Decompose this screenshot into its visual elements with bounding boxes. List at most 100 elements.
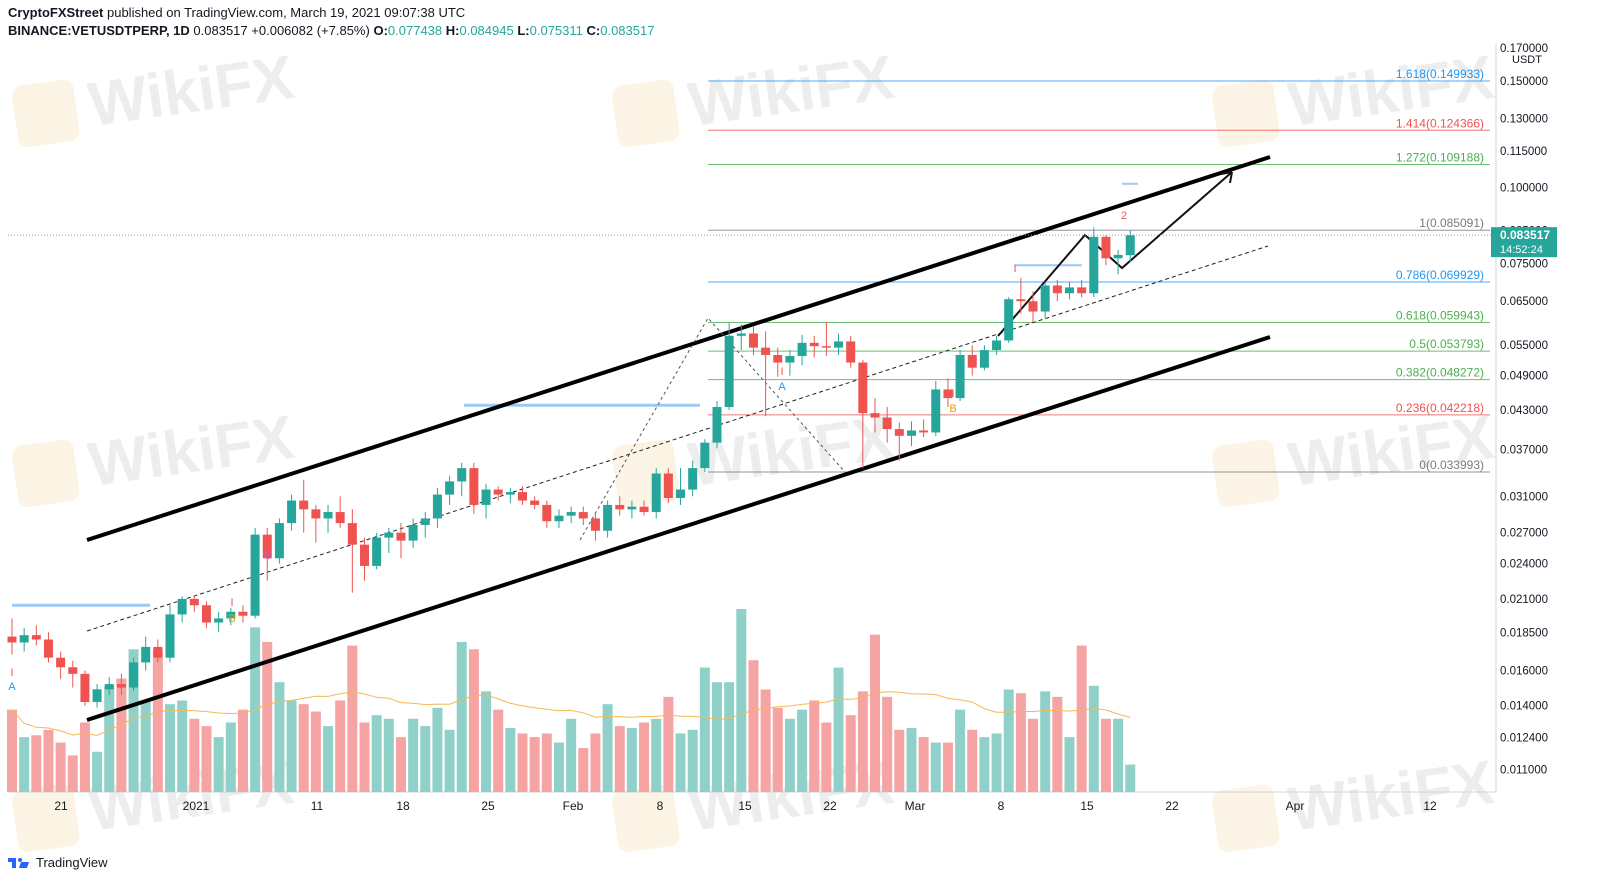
- y-tick-label: 0.043000: [1500, 405, 1548, 417]
- candle: [821, 322, 831, 356]
- y-tick-label: 0.021000: [1500, 594, 1548, 606]
- x-tick-label: 11: [311, 799, 324, 813]
- candle-body: [493, 489, 503, 495]
- candle-body: [955, 354, 965, 399]
- volume-bar: [177, 700, 188, 792]
- candle: [724, 322, 734, 411]
- candle-body: [797, 342, 807, 356]
- candle: [1101, 235, 1111, 266]
- candle-body: [43, 639, 53, 658]
- candle-body: [943, 389, 953, 399]
- candle-body: [505, 492, 515, 495]
- candle: [201, 601, 211, 629]
- candle-body: [1040, 285, 1050, 312]
- volume-bar: [651, 718, 662, 792]
- volume-bar: [833, 667, 844, 792]
- wikifx-watermark: WikiFX: [12, 43, 298, 148]
- fib-level-label: 0(0.033993): [1419, 458, 1484, 472]
- candle-body: [262, 534, 272, 559]
- candle: [445, 475, 455, 505]
- volume-bar: [128, 649, 139, 792]
- fib-level-label: 0.5(0.053793): [1409, 337, 1484, 351]
- watermark-text: WikiFX: [1284, 403, 1498, 500]
- volume-bar: [1064, 737, 1075, 792]
- wikifx-watermark: WikiFX: [12, 403, 298, 508]
- volume-bar: [79, 722, 90, 792]
- x-tick-label: 12: [1423, 799, 1437, 813]
- candle: [262, 527, 272, 581]
- volume-bar: [335, 700, 346, 792]
- volume-bar: [675, 733, 686, 792]
- candle: [943, 378, 953, 408]
- volume-bar: [298, 704, 309, 792]
- high-label: H:: [445, 23, 460, 38]
- volume-bar: [395, 737, 406, 792]
- volume-bar: [821, 722, 832, 792]
- x-tick-label: 15: [1080, 799, 1094, 813]
- candle: [129, 657, 139, 692]
- volume-bar: [116, 678, 127, 792]
- candle-body: [834, 341, 844, 348]
- candle-body: [250, 534, 260, 616]
- candle: [748, 326, 758, 355]
- tradingview-footer[interactable]: TradingView: [8, 855, 108, 870]
- wave-annotation: B: [228, 613, 235, 625]
- candle: [31, 625, 41, 646]
- wave-annotation: I: [230, 597, 233, 609]
- volume-bar: [541, 733, 552, 792]
- candle: [736, 324, 746, 351]
- volume-bar: [578, 748, 589, 792]
- volume-bar: [553, 742, 564, 792]
- arrowhead-icon: [1220, 171, 1233, 184]
- candle-body: [7, 636, 17, 643]
- volume-bar: [760, 689, 771, 792]
- fib-level-label: 1.618(0.149933): [1396, 67, 1484, 81]
- candle: [323, 504, 333, 533]
- watermark-text: WikiFX: [84, 403, 298, 500]
- volume-bar: [371, 715, 382, 792]
- candle-body: [724, 335, 734, 408]
- wikifx-watermark: WikiFX: [612, 43, 898, 148]
- candle-body: [530, 500, 540, 505]
- candle: [457, 462, 467, 497]
- candle: [299, 479, 309, 533]
- volume-bar: [967, 729, 978, 792]
- publisher-name[interactable]: CryptoFXStreet: [8, 5, 104, 20]
- volume-bar: [784, 718, 795, 792]
- candle: [432, 487, 442, 528]
- volume-bar: [626, 727, 637, 792]
- candle: [700, 439, 710, 472]
- open-label: O:: [373, 23, 388, 38]
- watermark-badge-icon: [1212, 79, 1280, 148]
- symbol-label[interactable]: BINANCE:VETUSDTPERP, 1D: [8, 23, 190, 38]
- candle-body: [238, 611, 248, 616]
- y-tick-label: 0.018500: [1500, 627, 1548, 639]
- candle: [518, 486, 528, 505]
- wave-annotation: C: [264, 550, 272, 562]
- fib-level-label: 1(0.085091): [1419, 216, 1484, 230]
- volume-bar: [383, 718, 394, 792]
- x-tick-label: 8: [998, 799, 1005, 813]
- candle-body: [967, 354, 977, 368]
- candle-body: [420, 518, 430, 525]
- x-tick-label: 25: [481, 799, 495, 813]
- candle-body: [445, 481, 455, 495]
- volume-bar: [797, 709, 808, 792]
- candle-body: [736, 333, 746, 336]
- last-price: 0.083517: [193, 23, 248, 38]
- candle: [566, 506, 576, 524]
- candle-body: [894, 429, 904, 436]
- volume-bar: [736, 609, 747, 792]
- candle-body: [615, 504, 625, 510]
- candle-body: [700, 442, 710, 469]
- candle: [615, 496, 625, 516]
- published-text: published on TradingView.com, March 19, …: [106, 5, 466, 20]
- volume-bar: [444, 729, 455, 792]
- volume-bar: [724, 682, 735, 792]
- candle: [1064, 281, 1074, 300]
- candle: [311, 504, 321, 543]
- candle-body: [384, 532, 394, 538]
- candle-body: [274, 523, 284, 559]
- candle-body: [129, 662, 139, 688]
- candle: [420, 512, 430, 538]
